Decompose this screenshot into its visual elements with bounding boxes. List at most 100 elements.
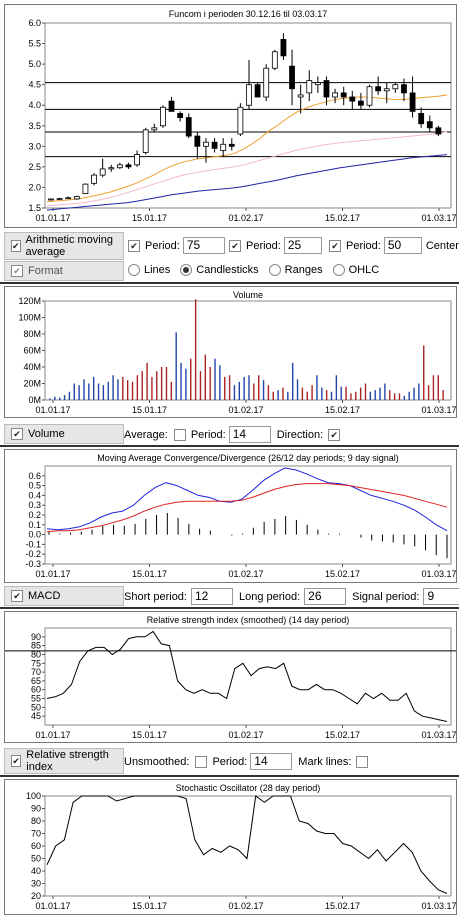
- candle-body: [48, 198, 54, 201]
- y-tick-label: 5.5: [28, 39, 41, 49]
- candle-body: [160, 106, 166, 127]
- format-candles-label: Candlesticks: [196, 264, 259, 276]
- separator: [0, 775, 459, 777]
- x-tick-label: 15.02.17: [325, 730, 360, 740]
- x-tick-label: 01.01.17: [35, 730, 70, 740]
- y-tick-label: 85: [31, 641, 41, 651]
- x-tick-label: 01.02.17: [228, 569, 263, 579]
- macd-short-input[interactable]: 12: [190, 588, 233, 605]
- candle-body: [401, 84, 407, 94]
- y-tick-label: 50: [31, 702, 41, 712]
- y-tick-label: 70: [31, 829, 41, 839]
- candle-body: [263, 67, 270, 98]
- candle-body: [116, 164, 123, 169]
- y-tick-label: 6.0: [28, 18, 41, 28]
- rsi-mark-checkbox[interactable]: [356, 755, 369, 768]
- y-tick-label: 0.3: [28, 500, 41, 510]
- y-tick-label: 55: [31, 694, 41, 704]
- stochastic-line: [46, 795, 448, 894]
- candle-body: [82, 183, 89, 195]
- x-tick-label: 01.03.17: [421, 569, 456, 579]
- format-checkbox: [11, 265, 23, 277]
- candle-body: [211, 141, 218, 149]
- rsi-unsmoothed-checkbox[interactable]: [195, 755, 208, 768]
- y-tick-label: 60M: [23, 346, 41, 356]
- rsi-period-input[interactable]: 14: [250, 753, 293, 770]
- volume-label: Volume: [28, 428, 65, 440]
- x-tick-label: 01.02.17: [228, 730, 263, 740]
- y-tick-label: 40M: [23, 362, 41, 372]
- y-tick-label: 20M: [23, 379, 41, 389]
- candle-body: [271, 51, 278, 69]
- x-tick-label: 01.01.17: [35, 405, 70, 415]
- plot-frame: [44, 795, 452, 897]
- ma-checkbox[interactable]: [11, 240, 21, 252]
- rsi-line: [46, 630, 448, 722]
- ma-label-box: Arithmetic moving average: [4, 232, 124, 260]
- candle-body: [340, 92, 347, 98]
- macd-long-label: Long period:: [238, 590, 301, 603]
- separator: [0, 607, 459, 609]
- ma-p2-checkbox[interactable]: [229, 239, 241, 252]
- ma-p1-checkbox[interactable]: [128, 239, 140, 252]
- x-tick-label: 01.01.17: [35, 901, 70, 911]
- format-ranges-radio[interactable]: [268, 264, 281, 276]
- y-tick-label: 90: [31, 632, 41, 642]
- candle-body: [203, 141, 209, 147]
- y-tick-label: 3.0: [28, 141, 41, 151]
- candle-body: [125, 164, 132, 168]
- macd-long-input[interactable]: 26: [304, 588, 347, 605]
- rsi-checkbox[interactable]: [11, 755, 22, 767]
- ma-p3-checkbox[interactable]: [329, 239, 341, 252]
- macd-signal-input[interactable]: 9: [423, 588, 459, 605]
- y-tick-label: -0.2: [25, 549, 41, 559]
- volume-checkbox[interactable]: [11, 428, 23, 440]
- x-tick-label: 15.02.17: [325, 569, 360, 579]
- plot-frame: [44, 22, 452, 209]
- rsi-mark-label: Mark lines:: [298, 755, 352, 768]
- volume-period-input[interactable]: 14: [228, 426, 271, 443]
- y-tick-label: 100M: [18, 313, 41, 323]
- rsi-unsmoothed-label: Unsmoothed:: [124, 755, 190, 768]
- macd-short-label: Short period:: [124, 590, 187, 603]
- rsi-label: Relative strength index: [26, 749, 109, 773]
- candle-body: [289, 65, 295, 90]
- candle-body: [246, 84, 252, 106]
- x-tick-label: 01.03.17: [421, 730, 456, 740]
- y-tick-label: 100: [26, 791, 41, 801]
- y-tick-label: 0.0: [28, 530, 41, 540]
- ma-p1-input[interactable]: 75: [182, 237, 225, 254]
- format-ohlc-label: OHLC: [348, 264, 380, 276]
- macd-checkbox[interactable]: [11, 590, 23, 602]
- y-tick-label: 65: [31, 676, 41, 686]
- volume-average-checkbox[interactable]: [173, 428, 186, 441]
- macd-line: [46, 467, 448, 532]
- rsi-period-label: Period:: [212, 755, 248, 768]
- x-tick-label: 01.01.17: [35, 569, 70, 579]
- chart-title: Moving Average Convergence/Divergence (2…: [97, 453, 399, 463]
- format-candles-radio[interactable]: [180, 264, 193, 276]
- volume-direction-checkbox[interactable]: [328, 428, 341, 441]
- moving-average-line: [46, 154, 448, 211]
- candle-body: [409, 92, 416, 112]
- y-tick-label: 5.0: [28, 59, 41, 69]
- candle-body: [177, 113, 184, 118]
- ma-period-1: Period: 75: [128, 237, 225, 254]
- y-tick-label: 45: [31, 711, 41, 721]
- ma-centered-label: Centered: [425, 239, 459, 252]
- candle-body: [168, 100, 175, 112]
- y-tick-label: 20: [31, 891, 41, 901]
- candle-body: [323, 80, 330, 98]
- candle-body: [142, 129, 149, 153]
- separator: [0, 282, 459, 284]
- ma-p2-input[interactable]: 25: [283, 237, 322, 254]
- y-tick-label: 60: [31, 841, 41, 851]
- y-tick-label: 0M: [28, 395, 41, 405]
- macd-chart: Moving Average Convergence/Divergence (2…: [25, 453, 456, 579]
- ma-p3-input[interactable]: 50: [383, 237, 422, 254]
- format-ohlc-radio[interactable]: [332, 264, 345, 276]
- macd-line: [46, 483, 448, 533]
- format-lines-radio[interactable]: [128, 264, 140, 276]
- format-controls: Format Lines Candlesticks Ranges OHLC: [0, 261, 459, 281]
- y-tick-label: 0.1: [28, 520, 41, 530]
